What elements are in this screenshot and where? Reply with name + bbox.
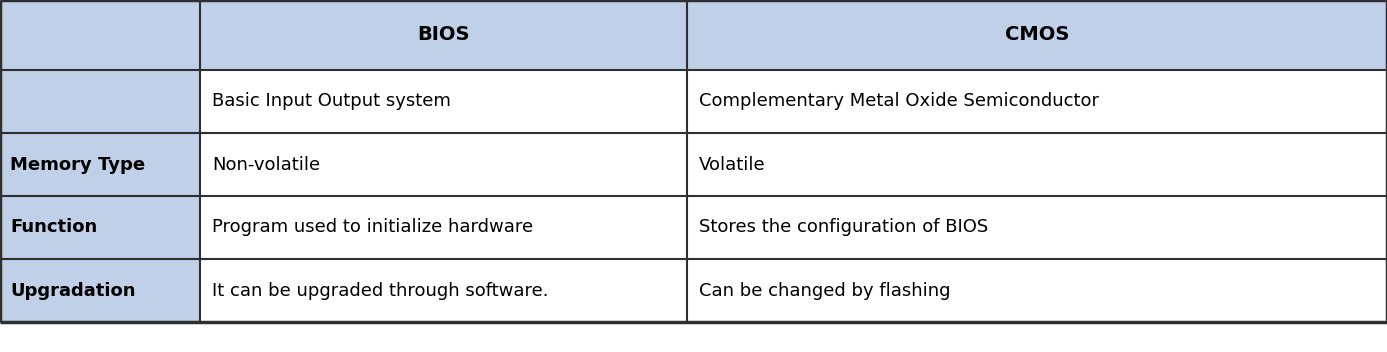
Bar [200, 70, 687, 133]
Text: Volatile: Volatile [699, 156, 766, 174]
Text: Program used to initialize hardware: Program used to initialize hardware [212, 219, 533, 237]
Text: Stores the configuration of BIOS: Stores the configuration of BIOS [699, 219, 989, 237]
Bar [0, 133, 200, 196]
Text: Non-volatile: Non-volatile [212, 156, 320, 174]
Text: Memory Type: Memory Type [10, 156, 146, 174]
Bar [200, 133, 687, 196]
Bar [200, 259, 687, 322]
Bar [687, 70, 1387, 133]
Text: It can be upgraded through software.: It can be upgraded through software. [212, 282, 548, 300]
Text: CMOS: CMOS [1004, 25, 1069, 44]
Bar [687, 133, 1387, 196]
Bar [0, 259, 200, 322]
Bar [0, 0, 200, 70]
Bar [687, 0, 1387, 70]
Text: BIOS: BIOS [417, 25, 470, 44]
Bar [687, 196, 1387, 259]
Bar [200, 196, 687, 259]
Text: Complementary Metal Oxide Semiconductor: Complementary Metal Oxide Semiconductor [699, 93, 1099, 111]
Bar [687, 259, 1387, 322]
Bar [0, 196, 200, 259]
Text: Basic Input Output system: Basic Input Output system [212, 93, 451, 111]
Bar [0, 70, 200, 133]
Text: Function: Function [10, 219, 97, 237]
Bar [200, 0, 687, 70]
Text: Upgradation: Upgradation [10, 282, 136, 300]
Text: Can be changed by flashing: Can be changed by flashing [699, 282, 950, 300]
